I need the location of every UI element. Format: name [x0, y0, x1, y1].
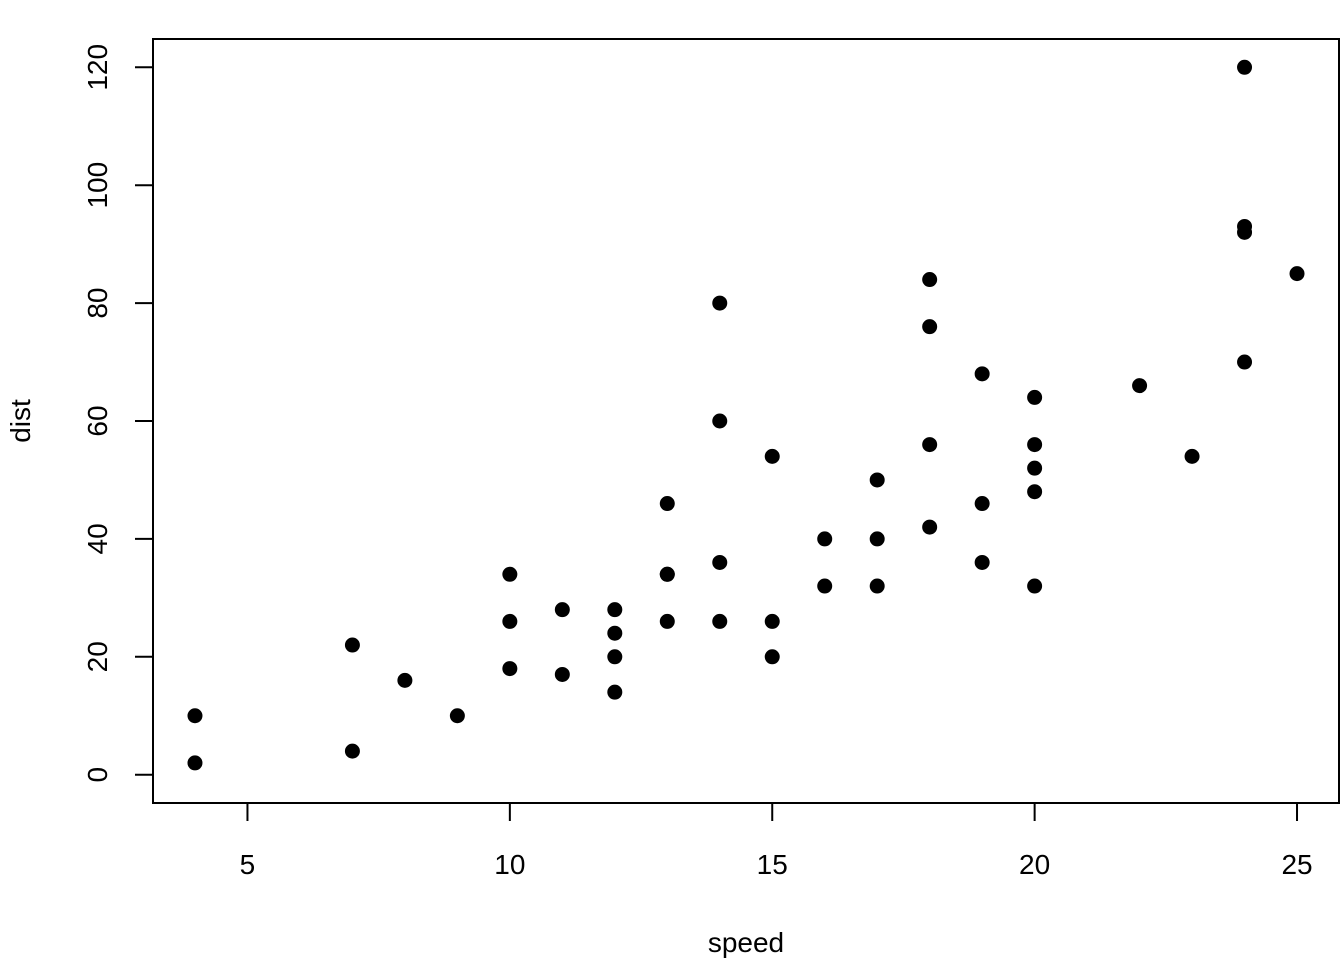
x-axis: 5 10 15 20 25	[240, 802, 1313, 880]
data-points	[187, 59, 1305, 771]
data-point	[659, 566, 675, 582]
x-tick-label: 15	[757, 849, 788, 880]
data-point	[397, 672, 413, 688]
y-tick-label: 40	[82, 523, 113, 554]
data-point	[974, 366, 990, 382]
data-point	[1027, 389, 1043, 405]
data-point	[502, 613, 518, 629]
y-tick-label: 120	[82, 44, 113, 91]
data-point	[607, 625, 623, 641]
data-point	[1237, 354, 1253, 370]
x-tick-label: 25	[1281, 849, 1312, 880]
data-point	[764, 649, 780, 665]
data-point	[607, 684, 623, 700]
data-point	[1027, 460, 1043, 476]
data-point	[502, 566, 518, 582]
data-point	[1132, 378, 1148, 394]
data-point	[764, 448, 780, 464]
data-point	[974, 496, 990, 512]
data-point	[817, 578, 833, 594]
data-point	[187, 755, 203, 771]
data-point	[1027, 437, 1043, 453]
data-point	[712, 554, 728, 570]
data-point	[1289, 266, 1305, 282]
data-point	[869, 531, 885, 547]
y-axis-label: dist	[5, 399, 36, 443]
data-point	[922, 519, 938, 535]
data-point	[712, 295, 728, 311]
data-point	[554, 666, 570, 682]
y-axis: 0 20 40 60 80 100 120	[82, 44, 154, 783]
data-point	[1027, 578, 1043, 594]
data-point	[922, 319, 938, 335]
data-point	[817, 531, 833, 547]
data-point	[659, 496, 675, 512]
data-point	[869, 472, 885, 488]
data-point	[607, 649, 623, 665]
data-point	[659, 613, 675, 629]
x-tick-label: 5	[240, 849, 256, 880]
y-tick-label: 80	[82, 288, 113, 319]
y-tick-label: 100	[82, 162, 113, 209]
x-tick-label: 10	[494, 849, 525, 880]
x-tick-label: 20	[1019, 849, 1050, 880]
x-axis-label: speed	[708, 927, 784, 958]
data-point	[449, 708, 465, 724]
data-point	[607, 602, 623, 618]
data-point	[712, 413, 728, 429]
data-point	[869, 578, 885, 594]
data-point	[974, 554, 990, 570]
data-point	[554, 602, 570, 618]
data-point	[1237, 59, 1253, 75]
data-point	[922, 437, 938, 453]
data-point	[344, 637, 360, 653]
data-point	[1184, 448, 1200, 464]
data-point	[502, 661, 518, 677]
y-tick-label: 0	[82, 767, 113, 783]
data-point	[187, 708, 203, 724]
y-tick-label: 20	[82, 641, 113, 672]
data-point	[764, 613, 780, 629]
data-point	[1237, 218, 1253, 234]
data-point	[922, 272, 938, 288]
data-point	[1027, 484, 1043, 500]
data-point	[712, 613, 728, 629]
y-tick-label: 60	[82, 405, 113, 436]
data-point	[344, 743, 360, 759]
plot-frame	[152, 38, 1340, 804]
